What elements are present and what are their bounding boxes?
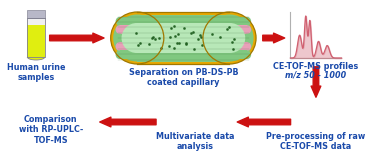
Polygon shape bbox=[137, 14, 229, 62]
Ellipse shape bbox=[116, 25, 124, 34]
Ellipse shape bbox=[206, 14, 254, 62]
Ellipse shape bbox=[116, 34, 124, 42]
Polygon shape bbox=[27, 18, 45, 25]
Ellipse shape bbox=[116, 17, 124, 26]
Ellipse shape bbox=[243, 25, 251, 34]
Polygon shape bbox=[137, 12, 229, 64]
Text: Multivariate data
analysis: Multivariate data analysis bbox=[156, 132, 234, 151]
Polygon shape bbox=[120, 42, 247, 51]
Ellipse shape bbox=[27, 54, 45, 60]
Text: Comparison
with RP-UPLC-
TOF-MS: Comparison with RP-UPLC- TOF-MS bbox=[19, 115, 83, 145]
Ellipse shape bbox=[203, 12, 256, 64]
Ellipse shape bbox=[243, 17, 251, 26]
Text: Human urine
samples: Human urine samples bbox=[7, 63, 65, 82]
Ellipse shape bbox=[215, 23, 245, 53]
Text: m/z 50 - 1000: m/z 50 - 1000 bbox=[285, 70, 347, 79]
Polygon shape bbox=[120, 25, 247, 34]
Ellipse shape bbox=[113, 14, 161, 62]
Text: CE-TOF-MS profiles: CE-TOF-MS profiles bbox=[273, 62, 359, 71]
Polygon shape bbox=[120, 17, 247, 26]
Text: Pre-processing of raw
CE-TOF-MS data: Pre-processing of raw CE-TOF-MS data bbox=[266, 132, 366, 151]
Ellipse shape bbox=[243, 34, 251, 42]
Text: Separation on PB-DS-PB
coated capillary: Separation on PB-DS-PB coated capillary bbox=[129, 68, 238, 87]
Polygon shape bbox=[120, 34, 247, 42]
Ellipse shape bbox=[121, 23, 152, 53]
Ellipse shape bbox=[116, 50, 124, 59]
Polygon shape bbox=[27, 10, 45, 18]
Polygon shape bbox=[27, 25, 45, 57]
Ellipse shape bbox=[111, 12, 164, 64]
Polygon shape bbox=[120, 50, 247, 59]
Ellipse shape bbox=[243, 42, 251, 51]
Ellipse shape bbox=[243, 50, 251, 59]
Ellipse shape bbox=[116, 42, 124, 51]
Polygon shape bbox=[137, 23, 230, 53]
